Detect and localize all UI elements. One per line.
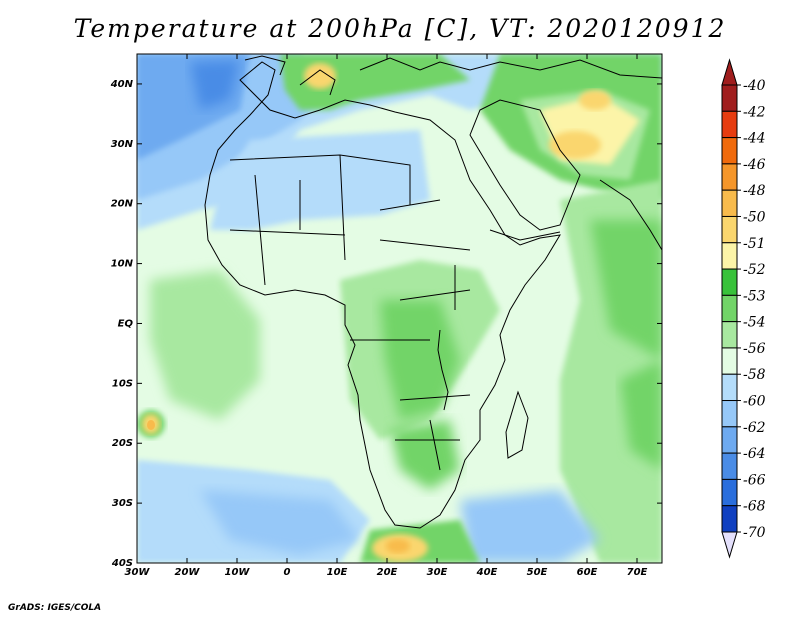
colorbar-label: -42 [743, 104, 766, 120]
field-southern-indian [620, 360, 662, 470]
horn-coast [489, 229, 561, 241]
field-coldest-northwest [190, 60, 240, 110]
lat-tick-label: 40N [110, 79, 134, 90]
colorbar-label: -48 [743, 183, 766, 199]
field-italy-warm [304, 63, 336, 89]
lon-tick-label: 10W [225, 567, 251, 578]
colorbar-label: -58 [743, 367, 766, 383]
lon-tick-label: 0 [284, 567, 291, 578]
colorbar-swatch [721, 189, 738, 217]
lat-tick-label: 10N [111, 259, 134, 270]
lon-tick-label: 30E [427, 567, 448, 578]
lat-tick-label: 20S [112, 438, 133, 449]
lat-tick-label: 40S [111, 558, 133, 569]
colorbar-swatch [721, 505, 738, 533]
plot-frame [136, 53, 663, 564]
colorbar-label: -44 [743, 131, 766, 147]
colorbar-swatch [721, 215, 738, 244]
colorbar-swatch [721, 137, 738, 165]
lat-tick-label: 30N [111, 139, 134, 150]
india-coast [599, 179, 662, 251]
coastlines [204, 55, 662, 529]
colorbar-label: -60 [743, 394, 766, 410]
temperature-field [137, 54, 662, 563]
colorbar-swatch [721, 347, 738, 375]
lon-tick-label: 60E [577, 567, 598, 578]
lon-tick-label: 40E [476, 567, 498, 578]
colorbar-swatch [721, 426, 738, 454]
iberia-coast [244, 55, 286, 76]
lon-tick-label: 50E [527, 567, 548, 578]
lon-axis: 30W 20W 10W 0 10E 20E 30E 40E 50E 60E 70E [125, 54, 648, 578]
colorbar-label: -50 [743, 209, 766, 225]
colorbar-swatch [721, 400, 738, 428]
colorbar-swatch [721, 373, 738, 402]
colorbar-bottom-arrow [721, 531, 738, 559]
field-southern-africa-warm [390, 420, 460, 490]
rift-lakes [437, 329, 449, 411]
lon-tick-label: 70E [627, 567, 648, 578]
lon-tick-label: 10E [327, 567, 348, 578]
field-south-atlantic-cold [200, 490, 360, 555]
colorbar-label: -64 [743, 446, 766, 462]
lon-tick-label: 20W [175, 567, 201, 578]
lat-axis: 40N 30N 20N 10N EQ 10S 20S 30S 40S [110, 79, 662, 569]
field-iran-warm [549, 131, 601, 159]
europe-asia-coast [359, 57, 662, 79]
colorbar-label: -53 [743, 288, 766, 304]
arabia-coast [469, 99, 581, 231]
italy-coast [299, 69, 336, 96]
colorbar-label: -70 [743, 525, 766, 541]
colorbar-label: -54 [743, 315, 766, 331]
colorbar-swatch [721, 84, 738, 112]
chart-title: Temperature at 200hPa [C], VT: 202012091… [73, 14, 727, 43]
field-tropical-atlantic [150, 270, 260, 420]
madagascar-coast [505, 390, 529, 459]
africa-coast [204, 61, 561, 529]
colorbar: -40 -42 -44 -46 -48 -50 -51 -52 -53 -54 -56 -58 -60 -… [721, 58, 766, 559]
field-sahara [210, 130, 430, 230]
field-cape-hot [386, 539, 410, 553]
lat-tick-label: 30S [112, 498, 133, 509]
colorbar-label: -52 [743, 262, 766, 278]
lat-tick-label: 20N [111, 199, 134, 210]
colorbar-swatch [721, 242, 738, 270]
colorbar-label: -51 [743, 236, 766, 252]
colorbar-swatch [721, 478, 738, 507]
colorbar-label: -66 [743, 472, 766, 488]
field-indian-ocean-warm [590, 220, 662, 360]
colorbar-label: -46 [743, 157, 766, 173]
colorbar-swatch [721, 321, 738, 349]
colorbar-label: -56 [743, 341, 766, 357]
lat-tick-label: 10S [112, 378, 133, 389]
grads-credit: GrADS: IGES/COLA [8, 603, 102, 613]
colorbar-top-arrow [721, 58, 738, 86]
lat-tick-label: EQ [118, 318, 134, 329]
field-atlantic-spot-hot [147, 420, 155, 430]
colorbar-swatch [721, 163, 738, 191]
field-south-indian-cold [460, 490, 600, 563]
lon-tick-label: 30W [125, 567, 151, 578]
colorbar-swatch [721, 294, 738, 323]
country-borders [229, 154, 471, 471]
lon-tick-label: 20E [377, 567, 398, 578]
colorbar-label: -62 [743, 420, 766, 436]
colorbar-swatch [721, 110, 738, 139]
colorbar-label: -68 [743, 499, 766, 515]
field-afghan-warm [579, 90, 611, 110]
colorbar-label: -40 [743, 78, 766, 94]
colorbar-swatch [721, 452, 738, 480]
colorbar-swatch [721, 268, 738, 296]
